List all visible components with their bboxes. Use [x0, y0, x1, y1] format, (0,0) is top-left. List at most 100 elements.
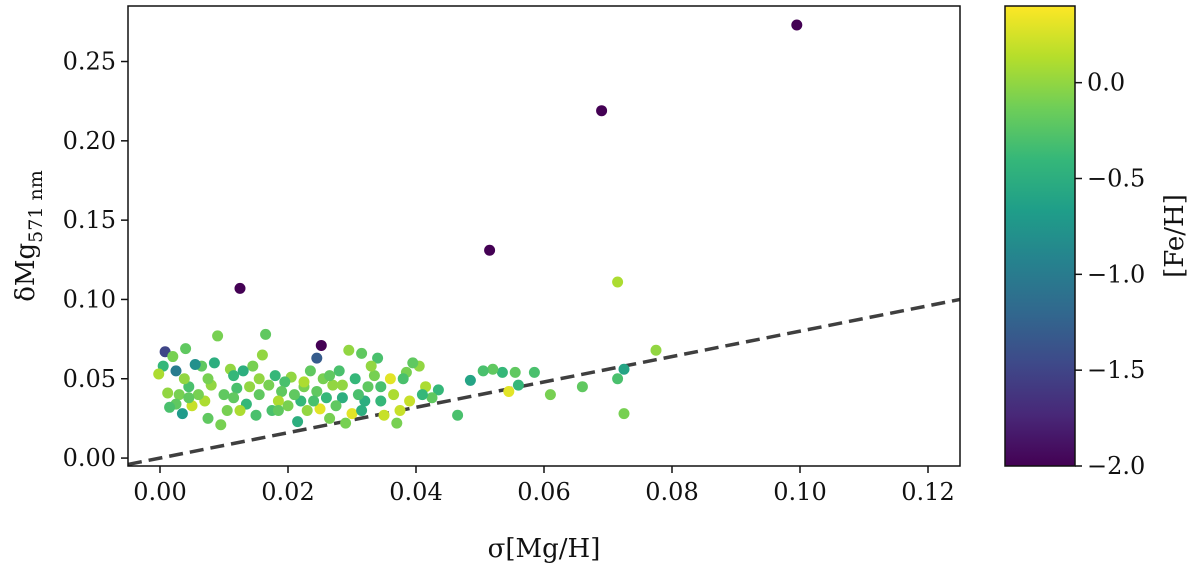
reference-dashed-line: [127, 297, 961, 467]
scatter-point: [544, 389, 556, 401]
scatter-point: [162, 387, 174, 399]
x-tick-label: 0.06: [517, 478, 570, 506]
y-tick-label: 0.10: [63, 285, 116, 313]
scatter-point: [192, 389, 204, 401]
points-layer: [153, 19, 803, 431]
scatter-point: [416, 389, 428, 401]
scatter-point: [189, 358, 201, 370]
scatter-point: [391, 417, 403, 429]
y-tick-label: 0.25: [63, 48, 116, 76]
x-tick-label: 0.08: [645, 478, 698, 506]
scatter-point: [256, 349, 268, 361]
scatter-point: [426, 392, 438, 404]
scatter-point: [576, 381, 588, 393]
scatter-point: [279, 376, 291, 388]
y-tick-label: 0.05: [63, 365, 116, 393]
scatter-point: [183, 392, 195, 404]
scatter-point: [269, 370, 281, 382]
scatter-point: [356, 347, 368, 359]
scatter-point: [496, 366, 508, 378]
scatter-point: [272, 395, 284, 407]
scatter-point: [212, 330, 224, 342]
scatter-point: [352, 389, 364, 401]
scatter-point: [244, 381, 256, 393]
scatter-point: [362, 381, 374, 393]
y-axis-ticks: 0.00 0.05 0.10 0.15 0.20 0.25: [63, 48, 128, 472]
scatter-point: [384, 373, 396, 385]
colorbar-tick-label: −0.5: [1087, 165, 1145, 193]
scatter-point: [164, 401, 176, 413]
x-tick-label: 0.00: [133, 478, 186, 506]
y-tick-label: 0.20: [63, 127, 116, 155]
scatter-point: [298, 376, 310, 388]
scatter-point: [215, 419, 227, 431]
x-tick-label: 0.02: [261, 478, 314, 506]
colorbar-tick-label: 0.0: [1087, 69, 1125, 97]
colorbar-tick-label: −2.0: [1087, 452, 1145, 480]
scatter-point: [336, 392, 348, 404]
scatter-point: [484, 244, 496, 256]
y-axis-label: δMg571 nm: [11, 170, 47, 301]
scatter-point: [247, 360, 259, 372]
colorbar-tick-label: −1.5: [1087, 356, 1145, 384]
scatter-point: [368, 370, 380, 382]
x-tick-label: 0.04: [389, 478, 442, 506]
scatter-point: [276, 385, 288, 397]
scatter-point: [372, 352, 384, 364]
scatter-point: [349, 373, 361, 385]
scatter-point: [330, 400, 342, 412]
colorbar-ticks: 0.0 −0.5 −1.0 −1.5 −2.0: [1075, 69, 1145, 480]
scatter-point: [618, 408, 630, 420]
y-tick-label: 0.15: [63, 206, 116, 234]
scatter-point: [253, 373, 265, 385]
scatter-point: [253, 389, 265, 401]
scatter-point: [234, 404, 246, 416]
scatter-point: [272, 404, 284, 416]
scatter-point: [170, 365, 182, 377]
scatter-point: [301, 404, 313, 416]
scatter-point: [452, 409, 464, 421]
scatter-point: [178, 373, 190, 385]
scatter-point: [153, 368, 165, 380]
scatter-point: [404, 395, 416, 407]
scatter-point: [477, 365, 489, 377]
scatter-point: [336, 379, 348, 391]
scatter-point: [487, 363, 499, 375]
scatter-point: [528, 366, 540, 378]
scatter-point: [231, 382, 243, 394]
scatter-point: [340, 417, 352, 429]
colorbar-tick-label: −1.0: [1087, 260, 1145, 288]
scatter-point: [388, 389, 400, 401]
scatter-point: [378, 409, 390, 421]
scatter-point: [346, 408, 358, 420]
scatter-point: [315, 339, 327, 351]
scatter-point: [250, 409, 262, 421]
scatter-point: [343, 344, 355, 356]
scatter-point: [650, 344, 662, 356]
scatter-point: [282, 400, 294, 412]
scatter-point: [173, 389, 185, 401]
y-axis-label-main: δMg: [11, 243, 41, 302]
scatter-point: [512, 379, 524, 391]
x-axis-label: σ[Mg/H]: [488, 534, 601, 564]
scatter-point: [180, 343, 192, 355]
scatter-point: [356, 404, 368, 416]
plot-frame: [127, 5, 961, 467]
scatter-point: [503, 385, 515, 397]
scatter-point: [324, 370, 336, 382]
scatter-point: [260, 328, 272, 340]
scatter-point: [612, 276, 624, 288]
scatter-point: [292, 416, 304, 428]
scatter-point: [407, 357, 419, 369]
scatter-point: [234, 282, 246, 294]
x-tick-label: 0.10: [773, 478, 826, 506]
scatter-point: [218, 389, 230, 401]
scatter-point: [327, 379, 339, 391]
scatter-point: [365, 360, 377, 372]
scatter-point: [464, 374, 476, 386]
colorbar-label: [Fe/H]: [1160, 194, 1190, 278]
scatter-point: [176, 408, 188, 420]
scatter-point: [228, 392, 240, 404]
scatter-point: [311, 352, 323, 364]
